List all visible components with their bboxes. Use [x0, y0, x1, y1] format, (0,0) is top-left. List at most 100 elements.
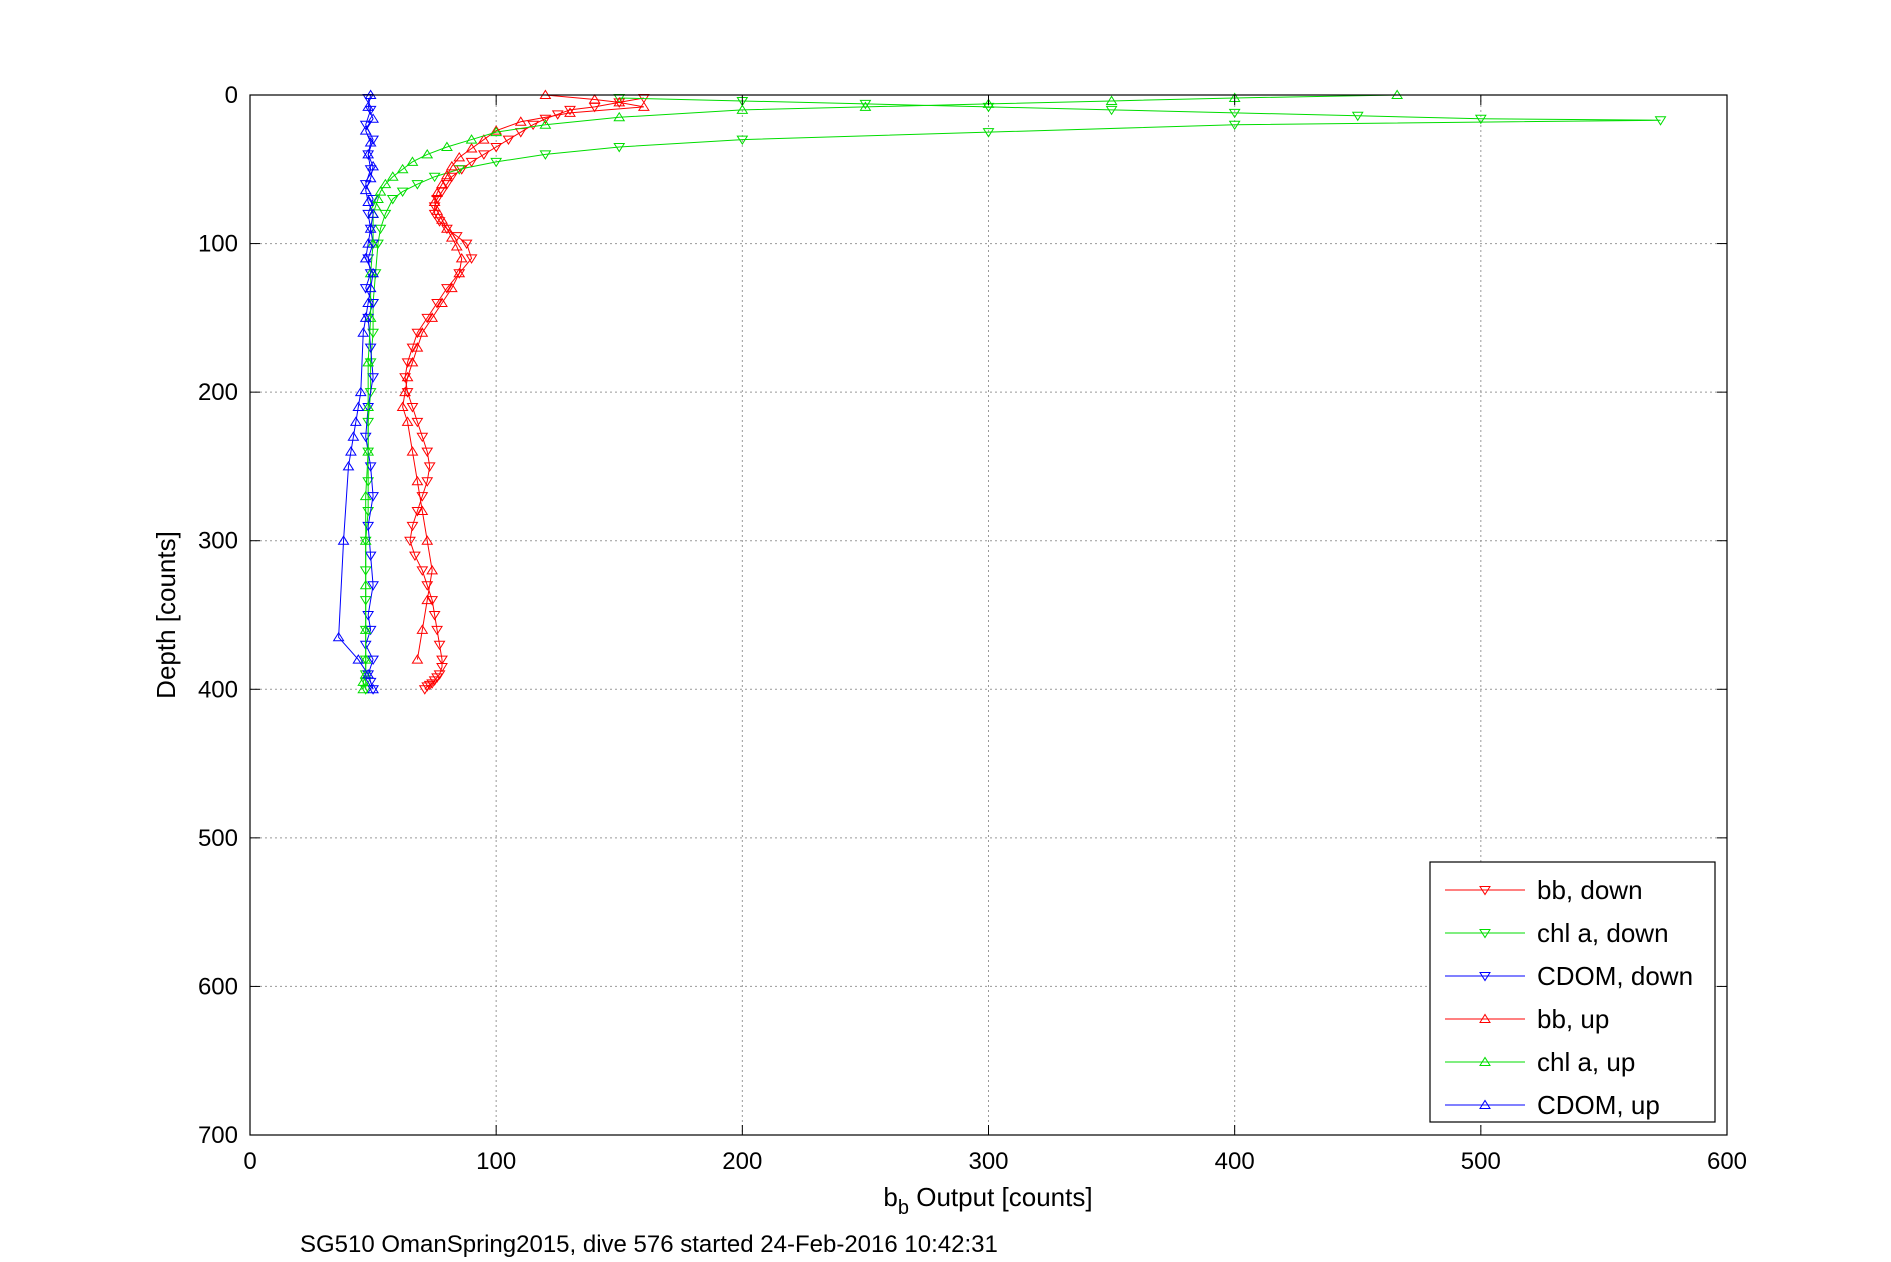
- legend-marker: [1479, 886, 1491, 896]
- data-point: [859, 99, 872, 110]
- legend-marker: [1479, 1056, 1491, 1066]
- x-tick-label: 600: [1707, 1148, 1747, 1175]
- legend-marker: [1479, 972, 1491, 982]
- data-point: [1228, 120, 1241, 131]
- data-point: [411, 654, 424, 664]
- data-point: [445, 172, 458, 183]
- data-point: [428, 172, 441, 183]
- legend-marker: [1479, 1099, 1491, 1109]
- data-point: [362, 356, 375, 367]
- data-point: [364, 172, 377, 183]
- legend-label: CDOM, down: [1537, 961, 1693, 991]
- data-point: [465, 254, 478, 264]
- data-point: [564, 105, 576, 116]
- data-point: [401, 358, 414, 368]
- data-point: [354, 386, 367, 397]
- legend-box: [1429, 861, 1716, 1123]
- data-point: [362, 297, 375, 307]
- data-point: [399, 386, 411, 397]
- data-point: [431, 187, 443, 198]
- y-tick-label: 500: [198, 825, 238, 852]
- data-point: [436, 214, 448, 224]
- data-point: [455, 252, 468, 263]
- data-point: [539, 114, 552, 125]
- data-point: [418, 685, 431, 695]
- data-point: [433, 670, 446, 680]
- data-point: [362, 446, 375, 456]
- legend-label: chl a, up: [1537, 1047, 1635, 1077]
- data-point: [374, 224, 387, 235]
- data-point: [613, 111, 626, 122]
- data-point: [613, 96, 626, 107]
- data-point: [588, 94, 601, 104]
- y-tick-label: 300: [198, 528, 238, 555]
- data-point: [445, 282, 458, 293]
- data-point: [453, 269, 466, 279]
- data-point: [359, 120, 372, 131]
- data-point: [357, 327, 370, 337]
- data-point: [406, 343, 419, 354]
- y-tick-label: 0: [225, 82, 238, 109]
- data-point: [411, 507, 424, 517]
- data-point: [342, 460, 355, 471]
- data-point: [367, 655, 379, 666]
- dive-info-footer: SG510 OmanSpring2015, dive 576 started 2…: [300, 1231, 998, 1258]
- data-point: [426, 679, 439, 689]
- data-point: [359, 252, 372, 263]
- data-point: [367, 195, 379, 205]
- data-point: [362, 148, 375, 159]
- data-point: [367, 160, 379, 171]
- data-point: [1228, 108, 1241, 119]
- data-point: [362, 196, 375, 206]
- data-point: [367, 492, 379, 502]
- x-tick-label: 300: [968, 1148, 1008, 1175]
- data-point: [1474, 114, 1487, 125]
- data-point: [359, 284, 372, 294]
- data-point: [386, 195, 399, 205]
- legend-label: bb, down: [1537, 875, 1643, 905]
- data-point: [396, 401, 409, 411]
- data-point: [982, 98, 995, 108]
- data-point: [477, 150, 490, 160]
- data-point: [428, 611, 441, 621]
- series-3: [396, 89, 650, 664]
- data-point: [736, 135, 749, 146]
- series-layer: [332, 89, 1667, 695]
- y-tick-label: 200: [198, 379, 238, 406]
- data-point: [637, 101, 650, 111]
- data-point: [362, 101, 375, 111]
- data-point: [359, 535, 372, 545]
- data-point: [379, 209, 392, 220]
- data-point: [465, 134, 478, 144]
- data-point: [411, 417, 424, 428]
- data-point: [359, 312, 372, 322]
- data-point: [1105, 105, 1118, 116]
- legend-label: chl a, down: [1537, 918, 1669, 948]
- data-point: [433, 217, 446, 227]
- data-point: [345, 446, 357, 456]
- data-point: [736, 104, 749, 114]
- y-axis-title: Depth [counts]: [151, 531, 181, 699]
- legend-label: CDOM, up: [1537, 1090, 1660, 1120]
- data-point: [359, 490, 372, 501]
- data-point: [431, 625, 443, 636]
- data-point: [367, 328, 379, 339]
- data-point: [441, 223, 453, 233]
- x-tick-label: 0: [243, 1148, 256, 1175]
- data-point: [539, 150, 552, 160]
- data-point: [431, 205, 443, 215]
- data-point: [431, 673, 443, 683]
- data-point: [367, 373, 379, 383]
- data-point: [453, 267, 466, 278]
- y-tick-label: 400: [198, 676, 238, 703]
- data-point: [441, 284, 453, 294]
- data-point: [362, 150, 375, 160]
- data-point: [421, 313, 434, 324]
- data-point: [362, 209, 375, 220]
- data-point: [362, 477, 375, 487]
- data-point: [490, 157, 503, 168]
- data-point: [502, 135, 515, 146]
- series-0: [399, 93, 650, 695]
- data-point: [431, 299, 443, 309]
- data-point: [396, 163, 409, 174]
